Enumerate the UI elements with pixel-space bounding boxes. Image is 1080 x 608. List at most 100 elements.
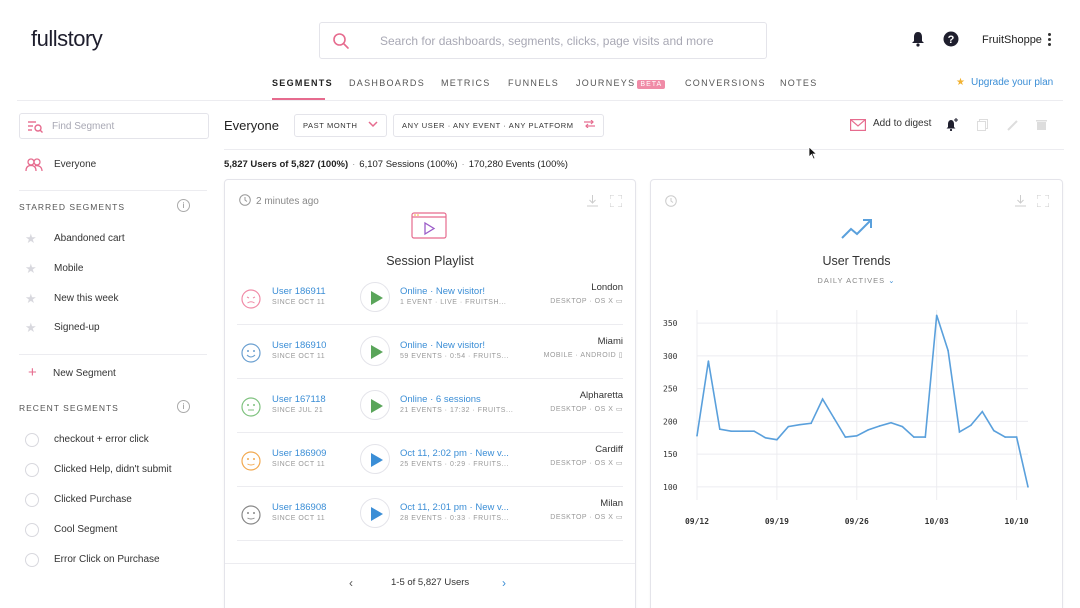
session-row[interactable]: User 186910 SINCE OCT 11 Online · New vi…: [237, 325, 623, 379]
info-icon[interactable]: i: [177, 199, 190, 212]
sidebar-divider: [19, 354, 207, 355]
global-search[interactable]: [319, 22, 767, 59]
mood-face-icon: [241, 289, 261, 314]
download-icon[interactable]: [1015, 194, 1026, 212]
edit-icon[interactable]: [1007, 118, 1018, 136]
help-icon[interactable]: ?: [943, 31, 959, 52]
platform-label: DESKTOP · OS X: [550, 460, 614, 467]
session-info: 25 EVENTS · 0:29 · FRUITS...: [400, 461, 509, 468]
fullstory-logo[interactable]: fullstory: [31, 26, 103, 51]
upgrade-link[interactable]: ★ Upgrade your plan: [956, 77, 1053, 88]
session-row[interactable]: User 167118 SINCE JUL 21 Online · 6 sess…: [237, 379, 623, 433]
trash-icon[interactable]: [1036, 118, 1047, 136]
session-user[interactable]: User 186910: [272, 340, 327, 351]
session-description[interactable]: Oct 11, 2:01 pm · New v...: [400, 502, 509, 513]
platform-label: MOBILE · ANDROID: [543, 352, 617, 359]
sidebar-item-label: Signed-up: [54, 322, 100, 333]
active-tab-indicator: [272, 98, 325, 100]
sidebar-item-label: Everyone: [54, 159, 97, 170]
session-since: SINCE OCT 11: [272, 299, 326, 306]
time-filter-dropdown[interactable]: PAST MONTH: [294, 114, 388, 137]
session-description[interactable]: Online · New visitor!: [400, 340, 485, 351]
desktop-icon: ▭: [615, 406, 623, 413]
session-user[interactable]: User 167118: [272, 394, 326, 405]
copy-icon[interactable]: [977, 118, 988, 136]
segment-title: Everyone: [224, 118, 279, 133]
tab-journeys[interactable]: JOURNEYS BETA: [576, 78, 666, 89]
data-point: [821, 398, 824, 400]
tab-metrics[interactable]: METRICS: [441, 78, 491, 88]
play-button[interactable]: [360, 390, 390, 420]
chevron-right-icon[interactable]: ›: [502, 576, 506, 590]
session-user[interactable]: User 186911: [272, 286, 326, 297]
x-tick-label: 09/26: [845, 517, 869, 526]
event-filter-dropdown[interactable]: ANY USER · ANY EVENT · ANY PLATFORM: [393, 114, 605, 137]
session-user[interactable]: User 186908: [272, 502, 327, 513]
mood-face-icon: [241, 451, 261, 476]
tab-segments[interactable]: SEGMENTS: [272, 78, 333, 88]
session-description[interactable]: Online · New visitor!: [400, 286, 485, 297]
search-icon: [332, 32, 350, 55]
star-icon[interactable]: ★: [25, 231, 37, 246]
star-icon[interactable]: ★: [25, 320, 37, 335]
play-button[interactable]: [360, 444, 390, 474]
session-description[interactable]: Oct 11, 2:02 pm · New v...: [400, 448, 509, 459]
data-point: [867, 429, 870, 431]
x-tick-label: 09/12: [685, 517, 709, 526]
find-segment-box[interactable]: [19, 113, 209, 139]
tab-conversions[interactable]: CONVERSIONS: [685, 78, 766, 88]
play-button[interactable]: [360, 498, 390, 528]
desktop-icon: ▭: [615, 298, 623, 305]
users-stat: 5,827 Users of 5,827 (100%): [224, 159, 349, 170]
segment-circle-icon: [25, 523, 39, 537]
svg-text:?: ?: [948, 34, 955, 46]
chevron-left-icon[interactable]: ‹: [349, 576, 353, 590]
chevron-down-icon: ⌄: [888, 276, 896, 285]
expand-icon[interactable]: [609, 194, 623, 212]
daily-actives-dropdown[interactable]: DAILY ACTIVES ⌄: [651, 276, 1062, 285]
search-input[interactable]: [380, 23, 760, 58]
kebab-menu-icon[interactable]: [1048, 33, 1052, 48]
play-icon: [371, 507, 383, 521]
session-city: Milan: [600, 498, 623, 509]
find-segment-input[interactable]: [52, 114, 202, 138]
session-row[interactable]: User 186909 SINCE OCT 11 Oct 11, 2:02 pm…: [237, 433, 623, 487]
session-platform: DESKTOP · OS X ▭: [550, 513, 623, 521]
tab-dashboards[interactable]: DASHBOARDS: [349, 78, 426, 88]
play-button[interactable]: [360, 282, 390, 312]
sidebar-item-label: Abandoned cart: [54, 233, 125, 244]
tab-funnels[interactable]: FUNNELS: [508, 78, 560, 88]
add-to-digest-button[interactable]: Add to digest: [873, 118, 932, 129]
bell-icon[interactable]: [911, 31, 925, 52]
session-description[interactable]: Online · 6 sessions: [400, 394, 481, 405]
download-icon[interactable]: [587, 194, 598, 212]
data-point: [878, 425, 881, 427]
data-point: [992, 429, 995, 432]
bell-plus-icon[interactable]: [946, 118, 958, 136]
data-point: [890, 421, 892, 424]
event-filter-label: ANY USER · ANY EVENT · ANY PLATFORM: [402, 121, 574, 130]
org-name[interactable]: FruitShoppe: [982, 34, 1042, 46]
data-point: [696, 434, 698, 437]
play-button[interactable]: [360, 336, 390, 366]
play-icon: [371, 453, 383, 467]
tab-notes[interactable]: NOTES: [780, 78, 818, 88]
expand-icon[interactable]: [1036, 194, 1050, 212]
segment-circle-icon: [25, 463, 39, 477]
star-icon[interactable]: ★: [25, 261, 37, 276]
session-row[interactable]: User 186908 SINCE OCT 11 Oct 11, 2:01 pm…: [237, 487, 623, 541]
session-row[interactable]: User 186911 SINCE OCT 11 Online · New vi…: [237, 271, 623, 325]
mood-face-icon: [241, 343, 261, 368]
sidebar-item-label: Clicked Purchase: [54, 494, 132, 505]
data-point: [787, 425, 790, 428]
sidebar-item-label: checkout + error click: [54, 434, 149, 445]
data-point: [913, 436, 915, 438]
data-point: [1027, 486, 1029, 488]
session-user[interactable]: User 186909: [272, 448, 327, 459]
star-icon[interactable]: ★: [25, 291, 37, 306]
toolbar-divider: [224, 149, 1064, 150]
desktop-icon: ▭: [615, 460, 623, 467]
info-icon[interactable]: i: [177, 400, 190, 413]
data-point: [719, 428, 721, 431]
mail-icon[interactable]: [850, 118, 867, 136]
